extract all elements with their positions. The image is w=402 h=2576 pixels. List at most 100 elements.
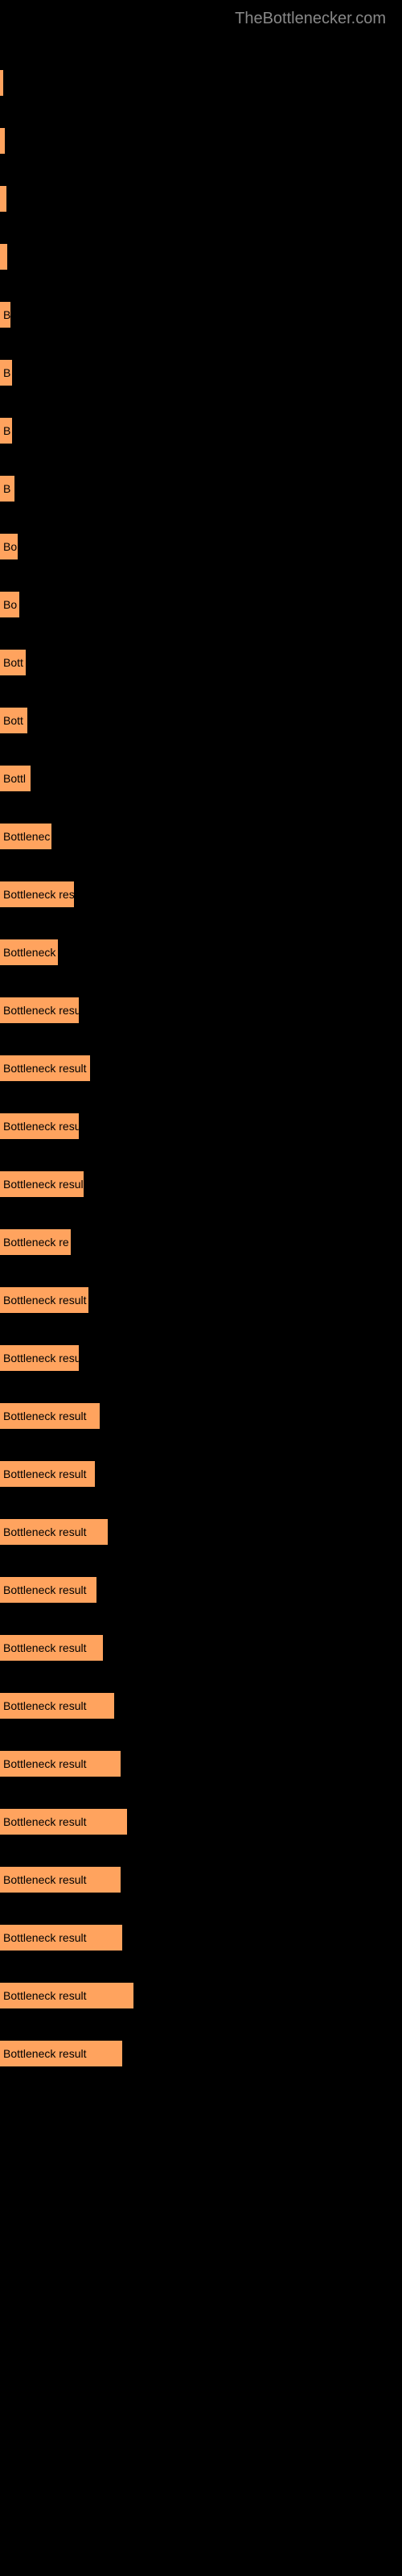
- chart-bar: [0, 70, 3, 96]
- bar-label: Bott: [3, 714, 23, 727]
- chart-bar: Bottleneck res: [0, 881, 74, 907]
- bar-row: Bottleneck resu: [0, 997, 402, 1023]
- bar-row: Bottleneck result: [0, 1055, 402, 1081]
- bar-row: B: [0, 302, 402, 328]
- bar-label: Bottleneck result: [3, 1583, 87, 1596]
- bar-label: Bottleneck result: [3, 1757, 87, 1770]
- bar-row: Bottleneck result: [0, 1751, 402, 1777]
- chart-bar: Bottleneck result: [0, 1055, 90, 1081]
- chart-bar: Bo: [0, 534, 18, 559]
- bar-row: Bo: [0, 592, 402, 617]
- bar-label: Bottleneck resu: [3, 1004, 79, 1017]
- chart-bar: Bottleneck result: [0, 1693, 114, 1719]
- chart-bar: Bottleneck result: [0, 1983, 133, 2008]
- bar-label: Bottleneck result: [3, 1641, 87, 1654]
- chart-bar: Bottl: [0, 766, 31, 791]
- bar-row: Bott: [0, 650, 402, 675]
- bar-label: B: [3, 366, 10, 379]
- site-header: TheBottlenecker.com: [0, 0, 402, 38]
- chart-bar: Bottleneck result: [0, 1867, 121, 1893]
- chart-bar: Bottleneck result: [0, 1403, 100, 1429]
- bar-label: B: [3, 308, 10, 321]
- bar-row: Bottleneck result: [0, 2041, 402, 2066]
- bar-row: Bottleneck result: [0, 1635, 402, 1661]
- bar-row: [0, 244, 402, 270]
- bar-label: Bottleneck result: [3, 1989, 87, 2002]
- bar-label: Bo: [3, 540, 17, 553]
- bar-row: Bottleneck result: [0, 1983, 402, 2008]
- chart-bar: Bottleneck result: [0, 1287, 88, 1313]
- bar-label: Bottleneck resu: [3, 1352, 79, 1364]
- bar-label: Bottleneck result: [3, 2047, 87, 2060]
- bar-row: Bo: [0, 534, 402, 559]
- bar-label: Bottleneck result: [3, 1525, 87, 1538]
- chart-bar: [0, 128, 5, 154]
- bar-row: [0, 186, 402, 212]
- bar-label: Bottleneck result: [3, 1931, 87, 1944]
- bar-label: B: [3, 482, 10, 495]
- chart-bar: Bottleneck result: [0, 2041, 122, 2066]
- bar-label: Bott: [3, 656, 23, 669]
- bar-row: B: [0, 476, 402, 502]
- bar-row: Bottleneck resu: [0, 1113, 402, 1139]
- bar-label: Bottlenec: [3, 830, 50, 843]
- bar-label: Bottleneck result: [3, 1468, 87, 1480]
- chart-bar: Bottleneck result: [0, 1635, 103, 1661]
- bar-label: Bottl: [3, 772, 26, 785]
- bar-label: Bottleneck result: [3, 1699, 87, 1712]
- bar-label: Bottleneck: [3, 946, 55, 959]
- bar-row: Bottleneck resu: [0, 1345, 402, 1371]
- chart-bar: Bottleneck re: [0, 1229, 71, 1255]
- bar-label: Bottleneck result: [3, 1294, 87, 1307]
- chart-bar: Bottleneck resul: [0, 1171, 84, 1197]
- chart-bar: Bo: [0, 592, 19, 617]
- site-name: TheBottlenecker.com: [235, 10, 386, 27]
- bar-row: Bottleneck re: [0, 1229, 402, 1255]
- chart-bar: Bottleneck result: [0, 1519, 108, 1545]
- chart-bar: Bottleneck result: [0, 1577, 96, 1603]
- chart-bar: [0, 244, 7, 270]
- bar-row: Bottleneck result: [0, 1287, 402, 1313]
- bar-row: Bottleneck result: [0, 1925, 402, 1951]
- bar-label: Bottleneck result: [3, 1873, 87, 1886]
- bar-row: Bottleneck result: [0, 1461, 402, 1487]
- bar-row: Bottleneck result: [0, 1693, 402, 1719]
- bar-row: Bott: [0, 708, 402, 733]
- chart-bar: B: [0, 476, 14, 502]
- bar-row: Bottl: [0, 766, 402, 791]
- bar-label: Bottleneck result: [3, 1062, 87, 1075]
- chart-bar: [0, 186, 6, 212]
- chart-bar: Bott: [0, 708, 27, 733]
- bar-row: Bottleneck result: [0, 1867, 402, 1893]
- bar-label: Bottleneck result: [3, 1815, 87, 1828]
- chart-bar: Bottleneck result: [0, 1809, 127, 1835]
- bar-label: Bottleneck result: [3, 1410, 87, 1422]
- bar-label: Bottleneck resul: [3, 1178, 84, 1191]
- bar-row: B: [0, 418, 402, 444]
- bar-label: Bottleneck re: [3, 1236, 69, 1249]
- chart-container: B B B B Bo Bo Bott Bott Bottl Bottlenec Bottleneck…: [0, 38, 402, 2131]
- chart-bar: Bottlenec: [0, 824, 51, 849]
- bar-row: B: [0, 360, 402, 386]
- bar-row: Bottleneck: [0, 939, 402, 965]
- bar-row: Bottlenec: [0, 824, 402, 849]
- bar-row: [0, 70, 402, 96]
- bar-row: Bottleneck result: [0, 1577, 402, 1603]
- chart-bar: B: [0, 302, 10, 328]
- chart-bar: Bottleneck resu: [0, 997, 79, 1023]
- chart-bar: Bottleneck resu: [0, 1113, 79, 1139]
- bar-label: B: [3, 424, 10, 437]
- chart-bar: Bott: [0, 650, 26, 675]
- bar-label: Bo: [3, 598, 17, 611]
- chart-bar: B: [0, 418, 12, 444]
- bar-row: Bottleneck res: [0, 881, 402, 907]
- bar-row: Bottleneck result: [0, 1809, 402, 1835]
- chart-bar: Bottleneck result: [0, 1461, 95, 1487]
- chart-bar: Bottleneck result: [0, 1925, 122, 1951]
- bar-row: Bottleneck result: [0, 1519, 402, 1545]
- bar-label: Bottleneck resu: [3, 1120, 79, 1133]
- bar-row: Bottleneck resul: [0, 1171, 402, 1197]
- chart-bar: Bottleneck result: [0, 1751, 121, 1777]
- bar-row: Bottleneck result: [0, 1403, 402, 1429]
- chart-bar: Bottleneck: [0, 939, 58, 965]
